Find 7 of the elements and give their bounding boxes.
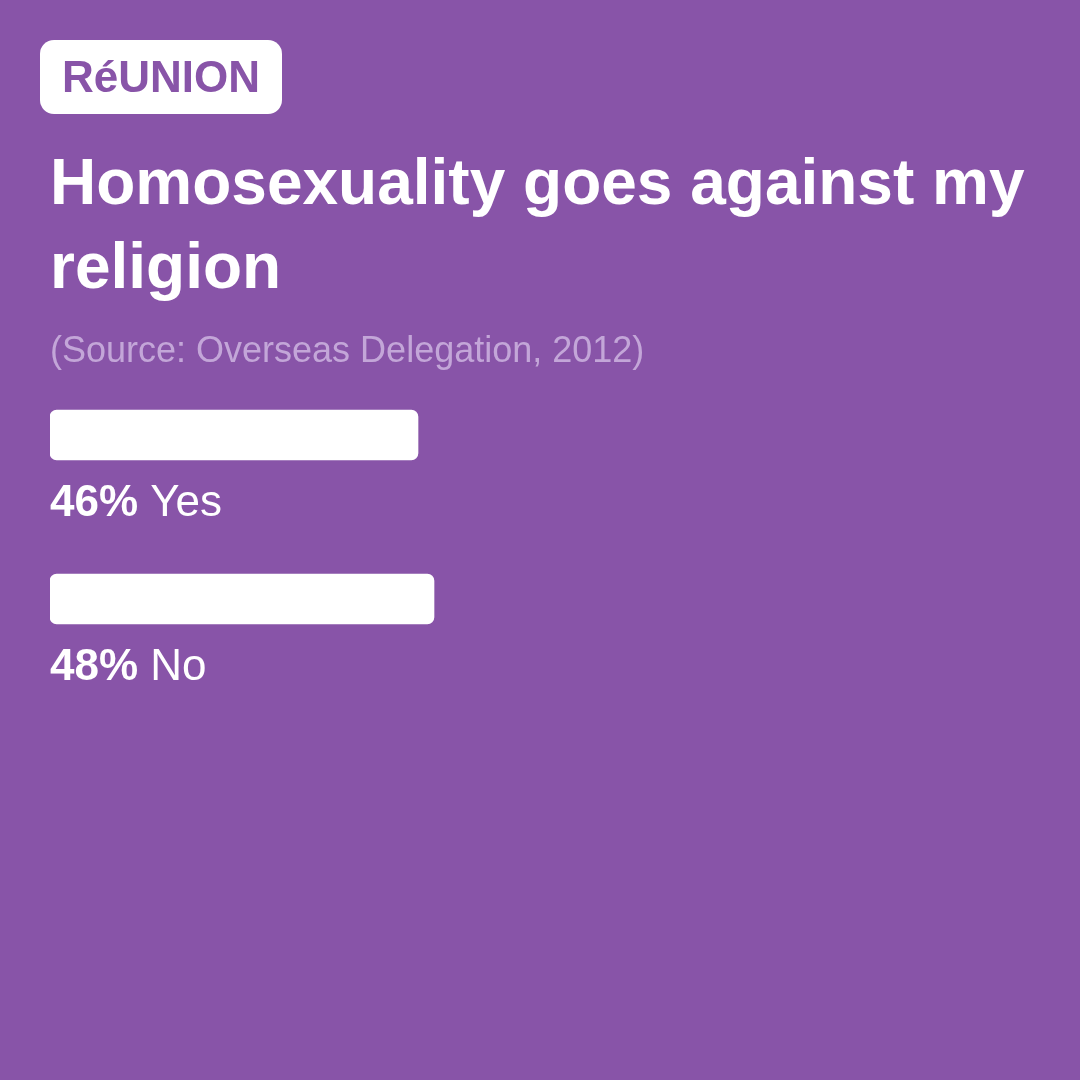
y-tick-label: No (150, 640, 207, 689)
text: RéUNION (40, 40, 283, 114)
data-label: 46% (50, 476, 139, 525)
data-label: 48% (50, 640, 139, 689)
chart-title: Homosexuality goes against my religion (50, 145, 1026, 304)
text: (Source: Overseas Delegation, 2012) (50, 328, 645, 372)
y-tick-label: Yes (150, 476, 223, 525)
